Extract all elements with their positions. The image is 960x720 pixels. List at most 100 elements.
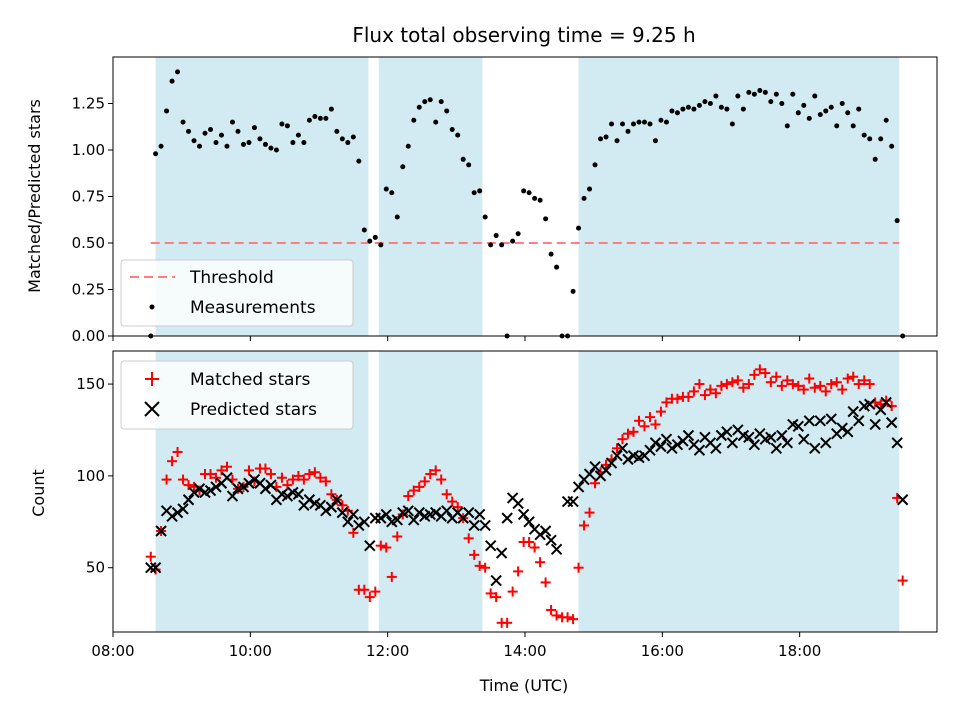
measurement-point <box>702 99 708 105</box>
measurement-point <box>438 99 444 105</box>
measurement-point <box>328 106 334 112</box>
measurement-point <box>416 104 422 110</box>
predicted-star-point <box>671 438 684 451</box>
measurement-point <box>532 195 538 201</box>
matched-star-point <box>320 476 331 487</box>
measurement-point <box>576 225 582 231</box>
measurement-point <box>389 190 395 196</box>
matched-star-point <box>145 551 156 562</box>
measurement-point <box>872 156 878 162</box>
predicted-star-point <box>441 505 453 517</box>
predicted-star-point <box>726 437 739 449</box>
predicted-star-mark-b <box>600 464 612 477</box>
predicted-star-mark-b <box>484 539 497 552</box>
x-tick-label: 10:00 <box>229 642 272 660</box>
predicted-star-point <box>358 516 371 528</box>
predicted-star-mark-b <box>468 519 480 532</box>
predicted-star-mark-b <box>254 477 266 489</box>
measurement-point <box>757 87 763 93</box>
predicted-star-mark-b <box>287 486 299 499</box>
top-y-axis: 0.00 0.25 0.50 0.75 1.00 1.25 <box>72 95 113 345</box>
measurement-point <box>191 138 197 144</box>
predicted-star-mark-b <box>896 494 909 506</box>
predicted-star-point <box>655 440 667 453</box>
predicted-star-mark-b <box>605 457 618 469</box>
matched-star-point <box>661 397 672 408</box>
measurement-point <box>883 117 889 123</box>
matched-star-point <box>776 380 787 391</box>
predicted-star-point <box>743 431 755 444</box>
predicted-star-mark-b <box>836 422 848 434</box>
shaded-interval <box>378 351 483 632</box>
measurement-point <box>372 234 378 240</box>
measurement-point <box>548 251 554 257</box>
measurement-point <box>367 238 373 244</box>
predicted-star-mark-b <box>847 405 859 418</box>
measurement-point <box>202 130 208 136</box>
predicted-star-mark-b <box>644 444 656 456</box>
predicted-star-point <box>523 516 535 528</box>
predicted-star-mark-b <box>550 543 563 556</box>
predicted-star-mark-b <box>353 519 365 532</box>
matched-star-point <box>430 465 441 476</box>
matched-star-point <box>375 540 386 551</box>
measurement-point <box>301 140 307 146</box>
measurement-point <box>713 93 719 99</box>
measurement-point <box>691 106 697 112</box>
predicted-star-mark-b <box>666 442 678 455</box>
measurement-point <box>240 141 246 147</box>
predicted-star-point <box>589 460 601 473</box>
predicted-star-mark-b <box>210 481 222 493</box>
measurement-point <box>515 231 521 237</box>
predicted-star-point <box>479 519 491 532</box>
predicted-star-point <box>842 426 854 438</box>
matched-star-point <box>491 592 502 603</box>
predicted-star-mark-b <box>265 479 277 491</box>
predicted-star-point <box>715 429 728 442</box>
measurement-point <box>317 115 323 121</box>
predicted-star-point <box>408 514 420 526</box>
predicted-star-point <box>545 534 557 546</box>
predicted-star-mark-b <box>375 512 387 524</box>
matched-stars-series <box>145 364 908 628</box>
predicted-star-mark-b <box>539 525 552 537</box>
measurement-point <box>290 140 296 146</box>
predicted-star-mark-b <box>611 449 623 462</box>
legend-predicted-swatch <box>144 401 160 417</box>
predicted-star-mark-b <box>292 488 305 500</box>
matched-star-point <box>842 373 853 384</box>
predicted-star-point <box>468 519 480 532</box>
matched-star-point <box>474 560 485 571</box>
predicted-star-point <box>847 405 859 418</box>
predicted-star-point <box>550 543 563 556</box>
measurement-point <box>466 162 472 168</box>
predicted-star-mark-b <box>413 506 425 519</box>
measurement-point <box>526 190 532 196</box>
matched-star-point <box>815 380 826 391</box>
predicted-star-mark-b <box>765 431 777 444</box>
measurement-point <box>674 110 680 116</box>
predicted-star-mark-b <box>451 506 464 519</box>
predicted-star-point <box>501 512 513 524</box>
predicted-star-mark-b <box>798 433 810 445</box>
predicted-star-mark-b <box>583 468 596 480</box>
predicted-star-point <box>885 416 898 429</box>
predicted-star-mark-b <box>325 501 338 513</box>
measurement-point <box>636 119 642 125</box>
measurement-point <box>652 138 658 144</box>
predicted-star-mark-b <box>166 510 178 523</box>
predicted-star-mark-b <box>863 398 876 410</box>
measurement-point <box>773 91 779 97</box>
predicted-star-mark-b <box>737 429 750 442</box>
predicted-star-point <box>495 547 508 559</box>
predicted-star-mark-b <box>281 490 294 502</box>
matched-star-point <box>831 377 842 388</box>
matched-star-point <box>655 406 666 417</box>
measurement-point <box>405 143 411 149</box>
x-tick-label: 18:00 <box>778 642 821 660</box>
predicted-star-mark-b <box>473 508 486 521</box>
predicted-star-mark-b <box>155 525 167 537</box>
predicted-star-mark-b <box>688 438 700 451</box>
predicted-star-point <box>721 426 733 438</box>
measurement-point <box>598 136 604 142</box>
